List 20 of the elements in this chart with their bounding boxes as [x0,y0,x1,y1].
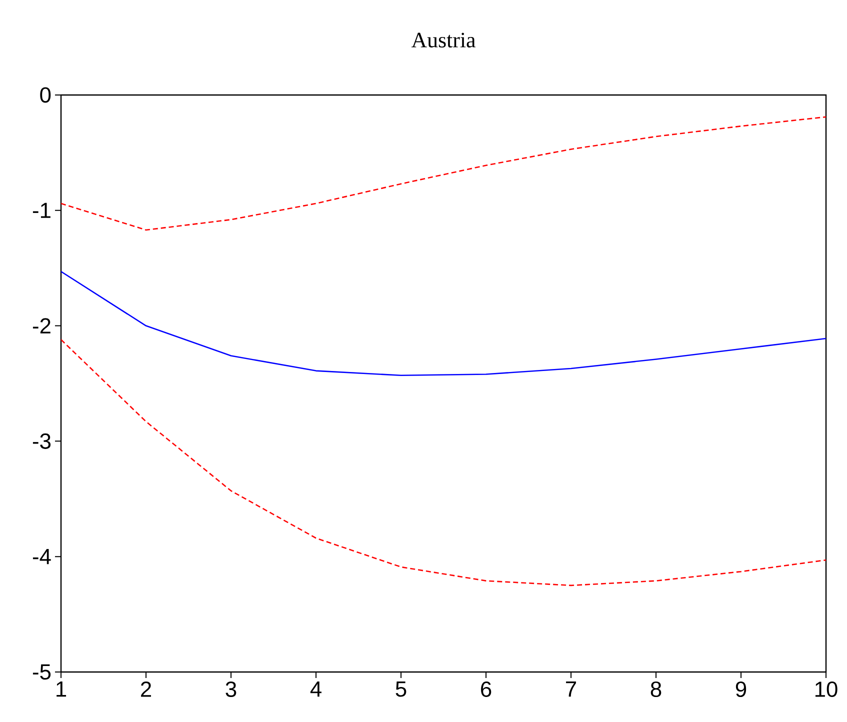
y-tick-label: -2 [32,318,50,334]
x-tick-label: 8 [650,681,662,698]
x-tick-label: 9 [736,681,746,698]
x-tick-label: 7 [566,682,576,697]
y-tick-label: -4 [32,549,51,564]
y-tick-label: 0 [40,87,51,103]
y-tick-label: -5 [32,664,51,680]
x-tick-label: 4 [310,682,322,697]
chart-title: Austria [411,32,476,48]
y-tick-label: -1 [32,202,50,218]
line-series [61,338,826,586]
x-tick-label: 6 [481,681,492,698]
x-tick-label: 5 [396,682,406,697]
line-series [61,116,826,231]
y-tick-label: -3 [32,433,51,449]
x-tick-label: 3 [226,681,236,698]
x-tick-label: 1 [56,682,66,697]
x-tick-label: 2 [141,681,152,697]
line-series [61,270,826,376]
x-tick-label: 10 [815,681,838,698]
